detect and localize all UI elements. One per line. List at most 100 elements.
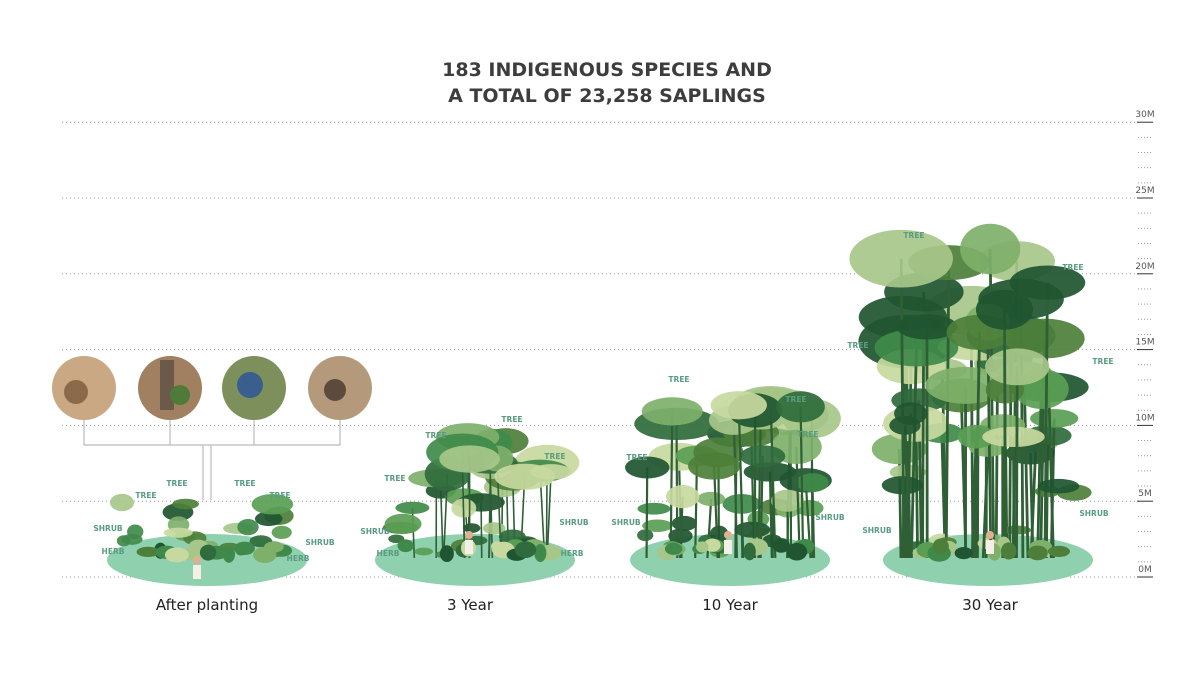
trunk (904, 413, 913, 559)
foliage (925, 366, 1006, 404)
trunk (910, 347, 918, 559)
foliage (786, 542, 808, 561)
layer-label: HERB (102, 547, 125, 556)
foliage (397, 539, 414, 553)
foliage (849, 229, 953, 288)
forest (107, 493, 307, 586)
foliage (514, 541, 537, 558)
foliage (1030, 409, 1079, 428)
foliage (264, 541, 284, 553)
person (724, 531, 732, 539)
trunk (1029, 452, 1035, 559)
tick-label: 30M (1135, 110, 1154, 120)
tick-label: 20M (1135, 262, 1154, 272)
layer-label: TREE (903, 231, 924, 240)
forest (849, 223, 1093, 586)
trunk (1015, 366, 1019, 559)
title-line: 183 INDIGENOUS SPECIES AND (442, 59, 772, 81)
trunk (970, 436, 978, 559)
foliage (954, 547, 973, 560)
foliage (642, 519, 673, 533)
trunk (669, 411, 674, 559)
foliage (666, 485, 700, 509)
foliage (896, 314, 958, 340)
foliage (110, 493, 135, 512)
foliage (463, 523, 481, 533)
layer-label: TREE (668, 375, 689, 384)
trunk (480, 502, 483, 559)
photos (52, 356, 372, 420)
foliage (960, 223, 1021, 275)
foliage (199, 544, 217, 561)
layer-label: SHRUB (93, 524, 123, 533)
tick-label: 25M (1135, 186, 1154, 196)
foliage (743, 542, 756, 561)
foliage (164, 547, 189, 563)
foliage (1027, 545, 1048, 561)
trunk (757, 415, 762, 559)
layer-label: HERB (287, 554, 310, 563)
foliage (957, 424, 995, 449)
person (465, 540, 473, 554)
foliage (625, 456, 670, 479)
trunk (1047, 387, 1055, 559)
foliage (771, 489, 804, 512)
foliage (439, 545, 454, 563)
foliage (734, 521, 771, 538)
layer-label: TREE (269, 491, 290, 500)
foliage (688, 452, 741, 480)
person (193, 565, 201, 579)
trunk (489, 462, 494, 559)
stage-label: After planting (156, 596, 258, 614)
foliage (1009, 265, 1086, 300)
foliage (641, 397, 703, 426)
layer-label: SHRUB (1079, 509, 1109, 518)
layer-label: TREE (797, 430, 818, 439)
foliage (982, 426, 1045, 447)
person (465, 531, 473, 539)
foliage (384, 513, 422, 535)
foliage (796, 473, 829, 493)
foliage (254, 511, 283, 527)
foliage (127, 524, 144, 540)
trunk (732, 420, 738, 559)
foliage (975, 289, 1034, 330)
stage-label: 30 Year (962, 596, 1018, 614)
foliage (494, 463, 555, 490)
foliage (251, 493, 294, 515)
layer-label: HERB (377, 549, 400, 558)
trunk (440, 490, 444, 559)
trunk (981, 447, 990, 559)
layer-label: SHRUB (815, 513, 845, 522)
foliage (739, 445, 786, 468)
tick-label: 0M (1138, 565, 1152, 575)
foliage (534, 543, 547, 562)
foliage (985, 348, 1050, 386)
trunk (944, 262, 951, 559)
foliage (395, 501, 430, 514)
foliage (637, 529, 654, 542)
trunk (1003, 309, 1007, 559)
foliage (932, 538, 949, 555)
foliage (116, 535, 131, 547)
layer-label: TREE (425, 431, 446, 440)
foliage (776, 391, 825, 423)
foliage (664, 542, 683, 555)
person (986, 531, 994, 539)
layer-label: TREE (135, 491, 156, 500)
person (986, 540, 994, 554)
trunk (1043, 282, 1049, 559)
layer-label: TREE (166, 479, 187, 488)
forest (375, 423, 580, 586)
layer-label: TREE (544, 452, 565, 461)
trunk (737, 405, 745, 559)
layer-label: TREE (501, 415, 522, 424)
trunk (1012, 436, 1016, 559)
stage-label: 10 Year (702, 596, 758, 614)
foliage (1047, 545, 1071, 557)
foliage (414, 547, 433, 556)
foliage (671, 515, 698, 531)
foliage (1000, 542, 1017, 560)
trunk (1036, 388, 1043, 559)
